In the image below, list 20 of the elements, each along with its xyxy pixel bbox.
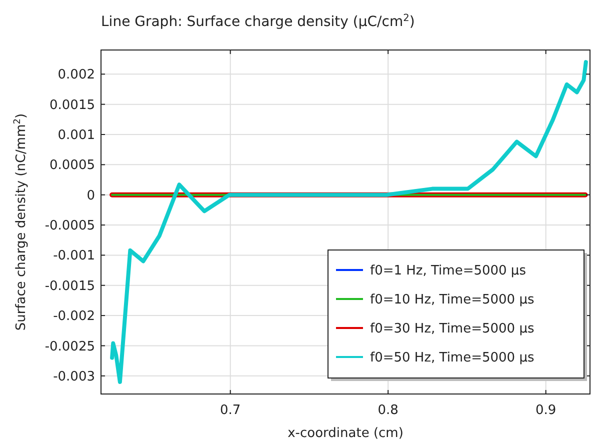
y-tick-label: 0.0005 (50, 158, 95, 174)
y-tick-label: -0.003 (53, 369, 95, 384)
y-tick-label: 0.0015 (50, 98, 95, 113)
y-tick-label: 0 (86, 188, 95, 204)
x-axis-title: x-coordinate (cm) (288, 426, 404, 441)
legend-label: f0=50 Hz, Time=5000 µs (370, 350, 534, 366)
y-tick-label: -0.0015 (44, 278, 95, 294)
y-tick-label: -0.002 (53, 309, 95, 324)
y-tick-label: -0.0005 (44, 218, 95, 234)
y-tick-label: -0.0025 (44, 339, 95, 354)
y-tick-label: 0.002 (58, 68, 95, 83)
legend-label: f0=1 Hz, Time=5000 µs (370, 264, 526, 279)
legend-label: f0=10 Hz, Time=5000 µs (370, 292, 534, 308)
x-tick-label: 0.9 (535, 403, 556, 418)
x-tick-label: 0.7 (220, 403, 241, 418)
chart-title: Line Graph: Surface charge density (μC/cm$^{2}$) (101, 12, 415, 30)
y-tick-label: -0.001 (53, 248, 95, 264)
legend-label: f0=30 Hz, Time=5000 µs (370, 322, 534, 337)
x-tick-label: 0.8 (378, 403, 398, 418)
y-tick-label: 0.001 (58, 128, 95, 144)
